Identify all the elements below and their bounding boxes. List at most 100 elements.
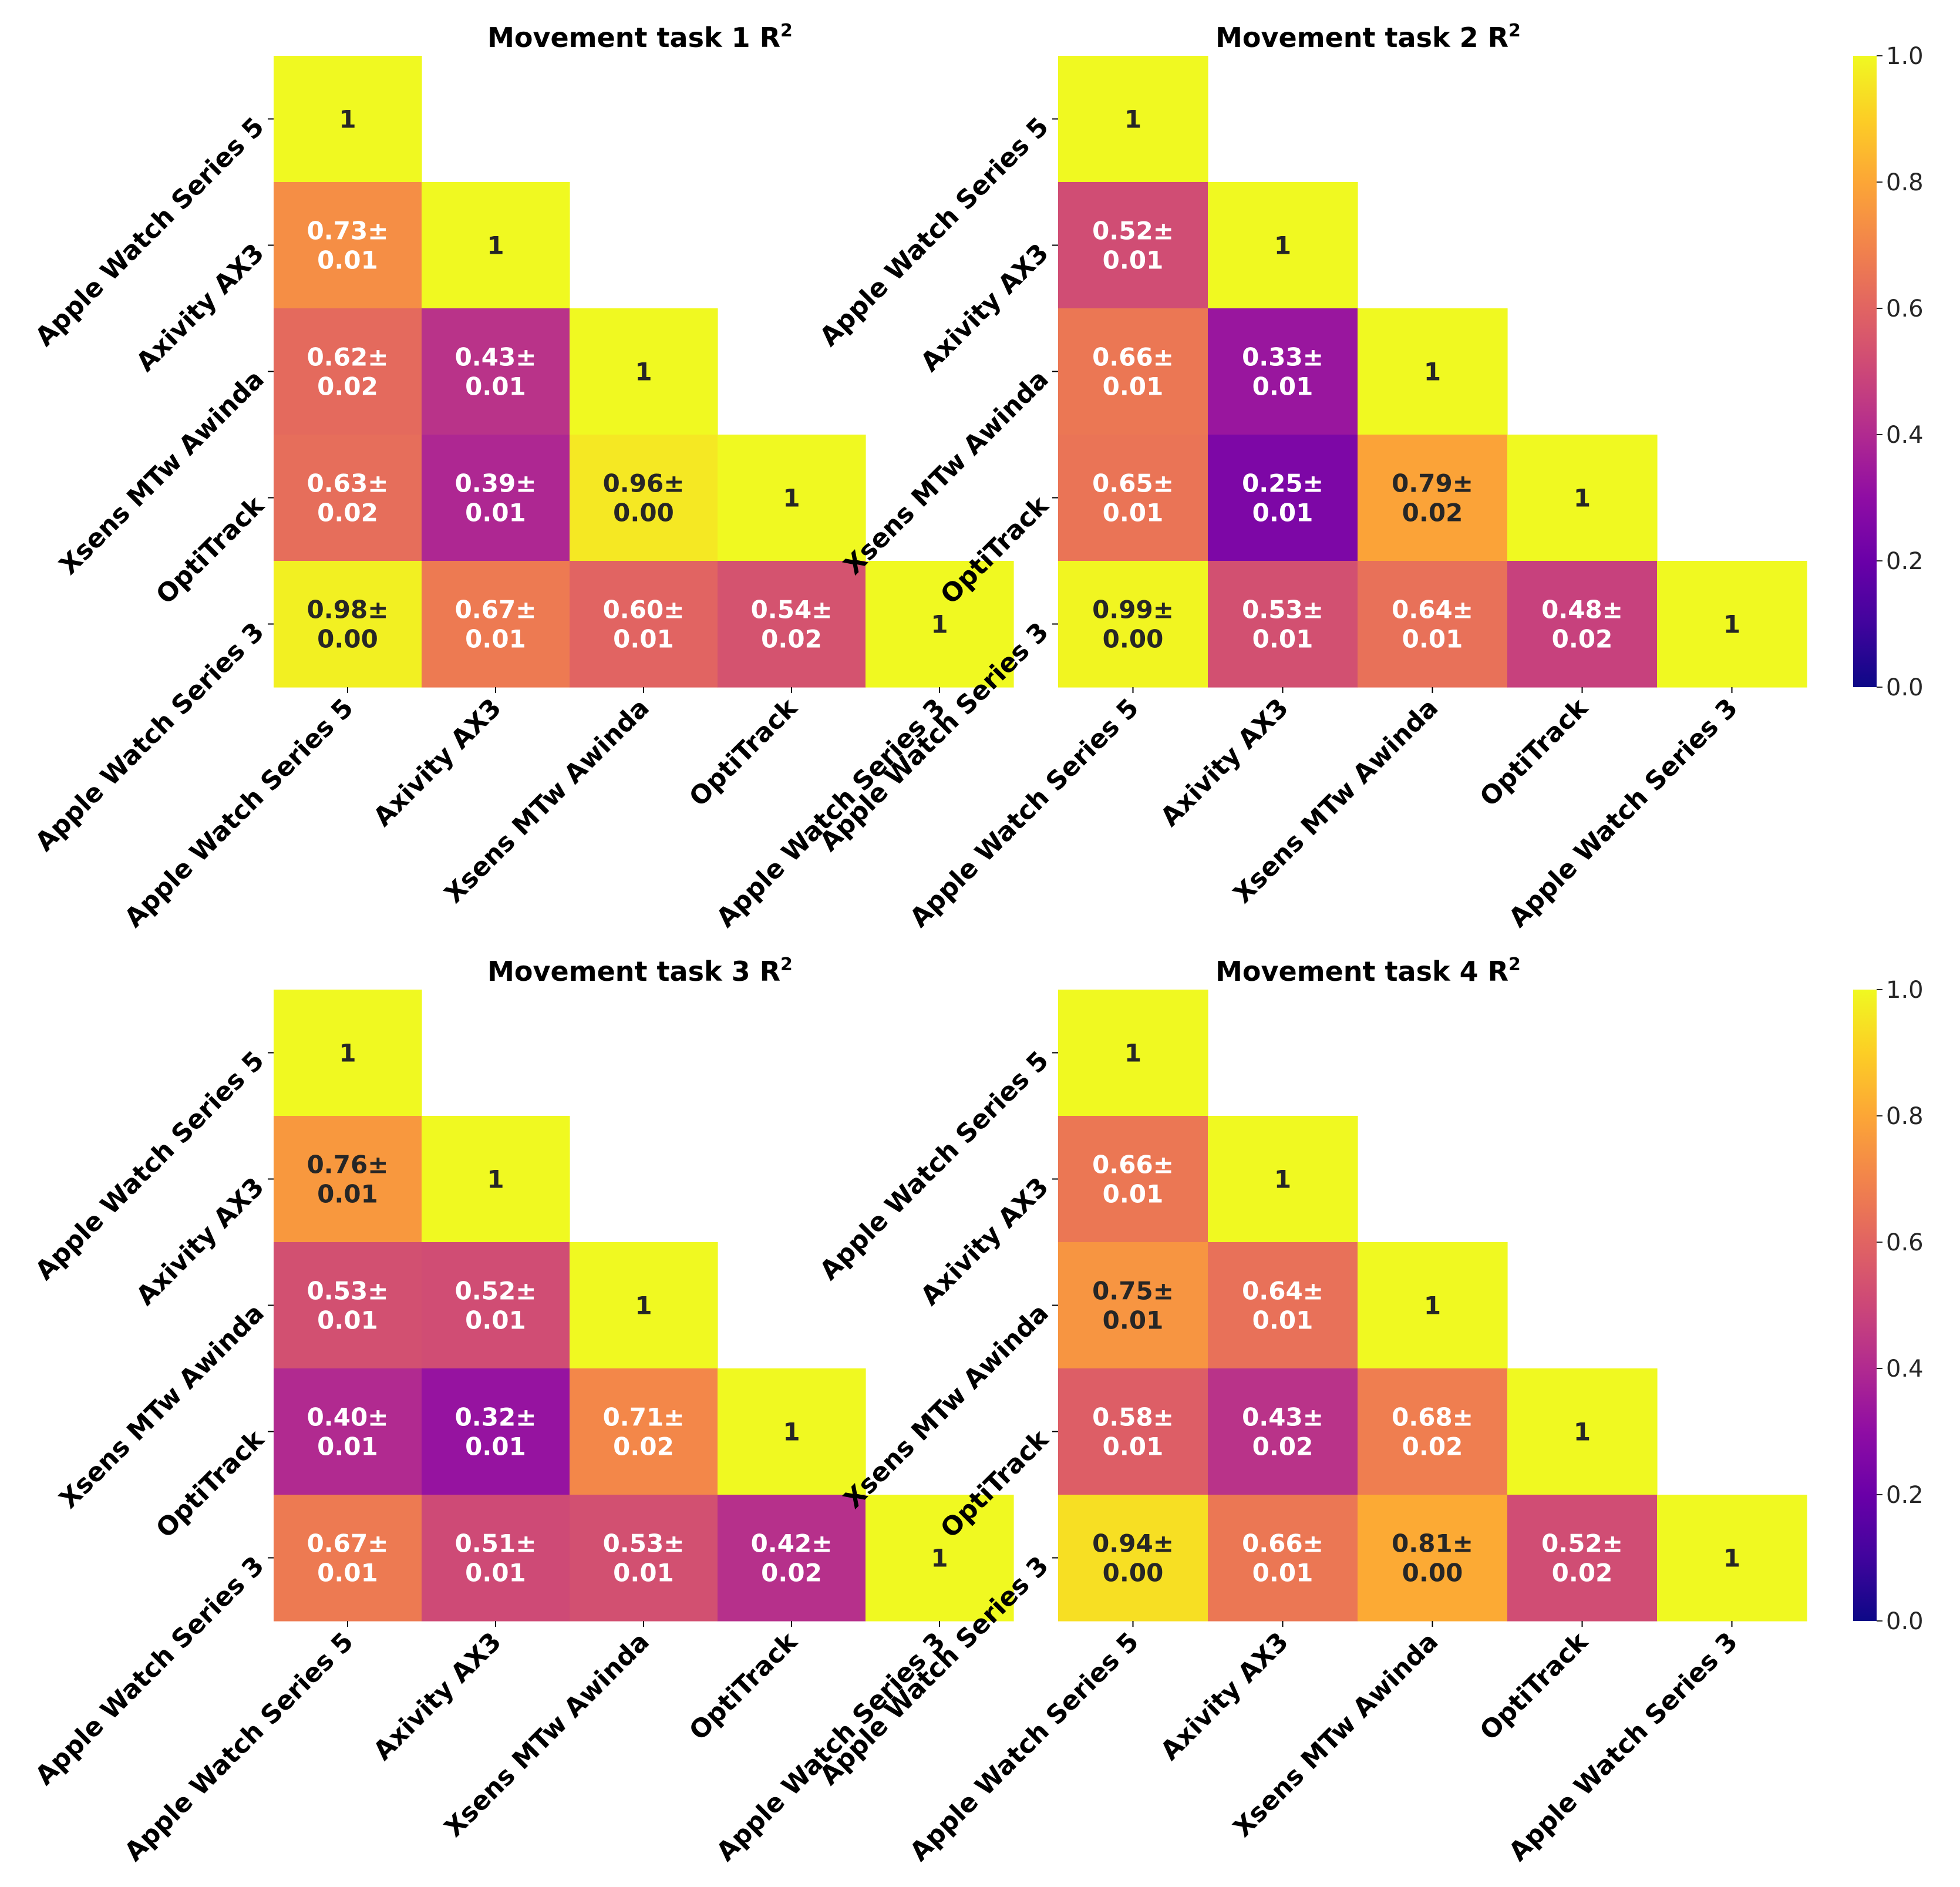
colorbars: 0.0 0.2 0.4 0.6 0.8 1.0 0.0 0.2 0.4 0.6 0.8 1.0: [1853, 43, 1924, 1635]
cell-value-line: 0.01: [317, 246, 378, 275]
cell-value-line: 1: [1723, 1544, 1740, 1573]
heatmap-cell: [570, 561, 718, 688]
cell-value-line: 0.00: [1103, 1559, 1164, 1587]
cell-value-line: 0.02: [1402, 1432, 1463, 1461]
cell-value-line: 1: [783, 484, 800, 513]
cell-value-line: 0.01: [465, 372, 526, 401]
cell-value-line: 0.75±: [1092, 1277, 1174, 1306]
cell-value-line: 0.68±: [1392, 1403, 1473, 1432]
cell-value-line: 1: [1424, 358, 1441, 386]
cell-value-label: 0.73± 0.01: [307, 217, 389, 275]
cell-value-label: 0.54± 0.02: [751, 596, 833, 654]
panel-title-text: Movement task 1 R: [487, 22, 780, 53]
cell-value-line: 0.67±: [455, 596, 537, 624]
colorbar-tick-label: 0.8: [1886, 1103, 1924, 1130]
cell-value-label: 1: [1574, 484, 1591, 513]
cell-value-line: 0.01: [1103, 499, 1164, 527]
cell-value-line: 0.66±: [1092, 1151, 1174, 1179]
cell-value-line: 1: [487, 1165, 504, 1194]
cell-value-line: 0.48±: [1541, 596, 1623, 624]
heatmap-cell: [1208, 182, 1358, 309]
cell-value-label: 0.79± 0.02: [1392, 469, 1473, 527]
heatmap-cell: [1358, 561, 1508, 688]
heatmap-cell: [570, 1495, 718, 1622]
panel-title-superscript: 2: [780, 21, 793, 41]
panel-title-text: Movement task 2 R: [1215, 22, 1508, 53]
cell-value-line: 1: [783, 1418, 800, 1447]
cell-value-line: 0.76±: [307, 1151, 389, 1179]
colorbar-tick-label: 1.0: [1886, 977, 1924, 1004]
cell-value-line: 1: [339, 105, 356, 134]
cell-value-line: 0.52±: [1541, 1529, 1623, 1558]
cell-value-label: 1: [635, 1291, 652, 1320]
cell-value-label: 0.32± 0.01: [455, 1403, 537, 1461]
heatmap-cell: [274, 56, 422, 183]
cell-value-line: 1: [1574, 1418, 1591, 1447]
cell-value-line: 0.00: [1103, 625, 1164, 654]
heatmap-cell: [1358, 308, 1508, 435]
cell-value-label: 0.52± 0.01: [455, 1277, 537, 1335]
cell-value-line: 0.66±: [1242, 1529, 1323, 1558]
cell-value-label: 1: [1723, 1544, 1740, 1573]
cell-value-line: 1: [1124, 105, 1141, 134]
cell-value-line: 0.96±: [603, 469, 685, 498]
panel-title-superscript: 2: [1508, 21, 1521, 41]
cell-value-line: 0.52±: [455, 1277, 537, 1306]
heatmap-cell: [422, 1368, 570, 1495]
cell-value-line: 0.01: [1103, 372, 1164, 401]
heatmap-cell: [1358, 1495, 1508, 1622]
cell-value-line: 0.01: [317, 1306, 378, 1335]
cell-value-label: 0.76± 0.01: [307, 1151, 389, 1209]
heatmap-cell: [1208, 1368, 1358, 1495]
heatmap-cell: [1208, 1116, 1358, 1243]
heatmap-cell: [422, 435, 570, 561]
cell-value-label: 1: [487, 231, 504, 260]
heatmap-cell: [1507, 435, 1658, 561]
cell-value-line: 0.00: [1402, 1559, 1463, 1587]
colorbar-tick-label: 0.4: [1886, 422, 1924, 449]
heatmap-cell: [1208, 435, 1358, 561]
cell-value-line: 0.01: [1252, 625, 1314, 654]
heatmap-cell: [422, 1242, 570, 1369]
cell-value-label: 1: [1274, 231, 1291, 260]
heatmap-cell: [718, 435, 866, 561]
colorbar-tick-label: 0.6: [1886, 1229, 1924, 1256]
cell-value-line: 0.02: [761, 625, 822, 654]
cell-value-label: 0.58± 0.01: [1092, 1403, 1174, 1461]
cell-value-label: 0.98± 0.00: [307, 596, 389, 654]
cell-value-line: 0.99±: [1092, 596, 1174, 624]
heatmap-cell: [866, 1495, 1014, 1622]
cell-value-label: 0.66± 0.01: [1092, 343, 1174, 401]
cell-value-line: 0.73±: [307, 217, 389, 245]
cell-value-line: 0.71±: [603, 1403, 685, 1432]
cell-value-label: 1: [487, 1165, 504, 1194]
cell-value-label: 0.66± 0.01: [1242, 1529, 1323, 1587]
cell-value-line: 0.01: [1103, 1306, 1164, 1335]
heatmap-cell: [274, 561, 422, 688]
cell-value-line: 0.01: [1402, 625, 1463, 654]
cell-value-label: 0.33± 0.01: [1242, 343, 1323, 401]
cell-value-line: 1: [635, 1291, 652, 1320]
heatmap-cell: [274, 1495, 422, 1622]
heatmap-cell: [1058, 1495, 1208, 1622]
cell-value-label: 0.51± 0.01: [455, 1529, 537, 1587]
heatmap-cell: [718, 1495, 866, 1622]
cell-value-label: 1: [635, 358, 652, 386]
cell-value-line: 0.02: [1552, 1559, 1613, 1587]
heatmap-cell: [1208, 1242, 1358, 1369]
cell-value-line: 1: [487, 231, 504, 260]
colorbar-gradient: [1853, 990, 1877, 1621]
cell-value-label: 1: [783, 1418, 800, 1447]
cell-value-line: 0.02: [1252, 1432, 1314, 1461]
cell-value-line: 0.01: [317, 1432, 378, 1461]
heatmap-cell: [1208, 308, 1358, 435]
cell-value-line: 0.32±: [455, 1403, 537, 1432]
cell-value-line: 0.02: [761, 1559, 822, 1587]
cell-value-line: 0.01: [613, 1559, 674, 1587]
colorbar-tick-label: 0.2: [1886, 548, 1924, 575]
cell-value-line: 1: [1274, 1165, 1291, 1194]
heatmap-cell: [1058, 1242, 1208, 1369]
heatmap-cell: [422, 561, 570, 688]
cell-value-label: 0.66± 0.01: [1092, 1151, 1174, 1209]
